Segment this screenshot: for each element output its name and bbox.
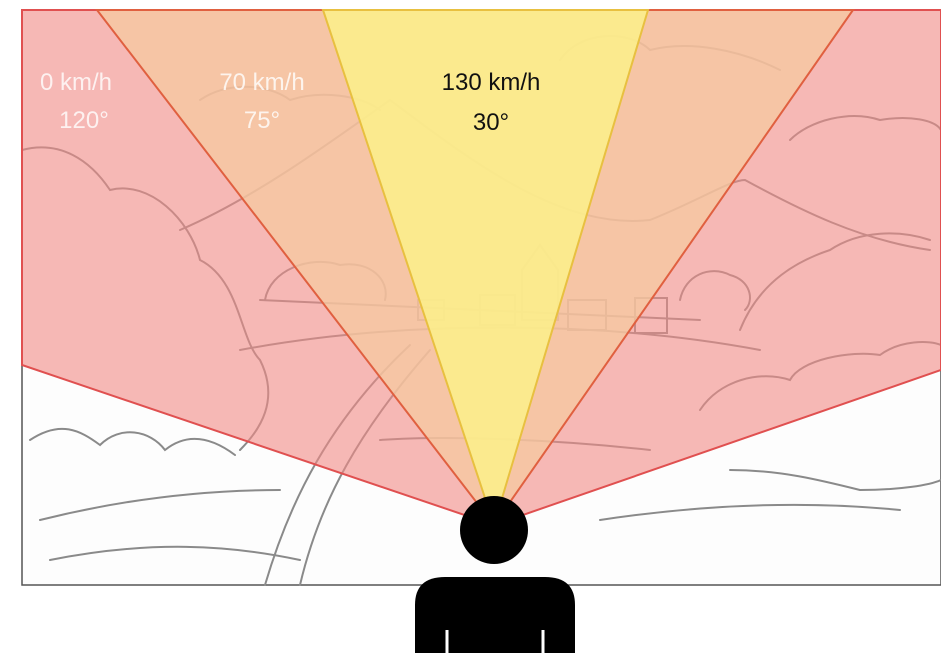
- zone-angle: 75°: [244, 107, 280, 134]
- zone-angle: 30°: [473, 109, 509, 136]
- zone-speed: 130 km/h: [442, 69, 541, 96]
- zone-angle: 120°: [59, 107, 109, 134]
- zone-speed: 70 km/h: [219, 69, 304, 96]
- zone-speed: 0 km/h: [40, 69, 112, 96]
- field-of-view-diagram: 0 km/h 120° 70 km/h 75° 130 km/h 30°: [0, 0, 941, 653]
